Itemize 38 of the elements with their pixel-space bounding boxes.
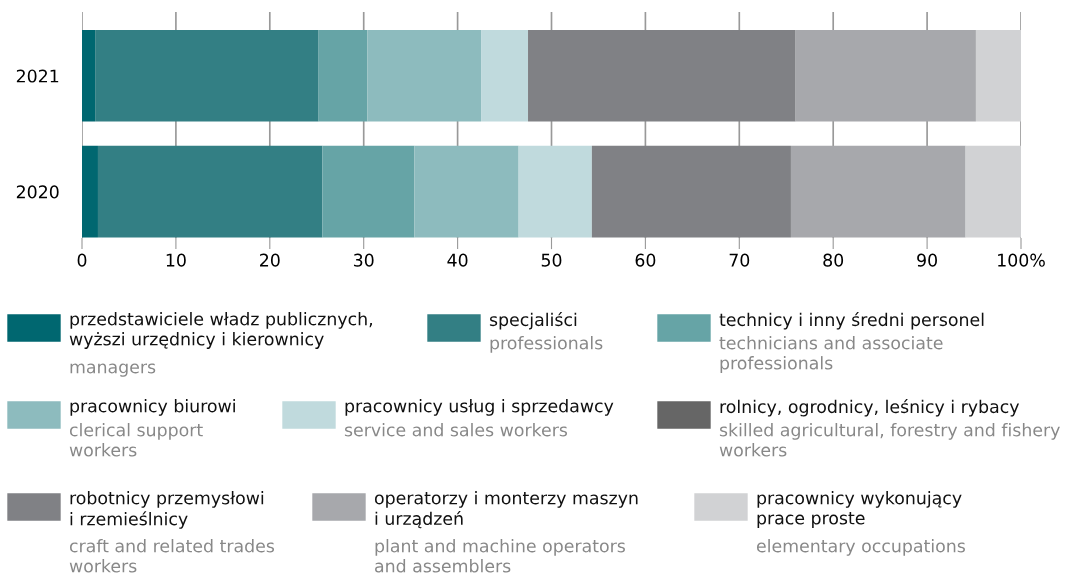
bar bbox=[322, 145, 415, 238]
x-tick-label: 90 bbox=[917, 253, 937, 267]
legend-label: przedstawiciele władz publicznych, wyższi urzędnicy i kierownicy managers bbox=[69, 312, 372, 377]
bar bbox=[790, 145, 966, 238]
bar bbox=[82, 145, 98, 238]
x-tick-label: 10 bbox=[166, 253, 186, 267]
legend-label: technicy i inny średni personel technicians and associate professionals bbox=[719, 312, 984, 373]
x-tick-label: 50 bbox=[541, 253, 562, 267]
legend-label: pracownicy usług i sprzedawcy service and sales workers bbox=[344, 399, 614, 437]
x-tick-label: 0 bbox=[77, 253, 87, 267]
bar bbox=[518, 145, 592, 238]
x-tick-label: 80 bbox=[823, 253, 844, 267]
x-tick-label: 100% bbox=[998, 253, 1045, 267]
x-tick-label: 40 bbox=[447, 253, 468, 267]
legend-label: pracownicy wykonujący prace proste elementary occupations bbox=[756, 491, 965, 556]
bar bbox=[95, 29, 319, 122]
bar bbox=[481, 29, 529, 122]
legend-label: pracownicy biurowi clerical support workers bbox=[69, 399, 235, 457]
bar bbox=[965, 145, 1021, 238]
bar bbox=[318, 29, 368, 122]
bar bbox=[528, 29, 796, 122]
x-tick-label: 30 bbox=[353, 253, 374, 267]
bar bbox=[414, 145, 519, 238]
bar bbox=[591, 145, 791, 238]
legend-label: robotnicy przemysłowi i rzemieślnicy craft and related trades workers bbox=[69, 491, 275, 573]
legend-label: operatorzy i monterzy maszyn i urządzeń plant and machine operators and assemblers bbox=[374, 491, 638, 573]
x-tick-label: 60 bbox=[635, 253, 656, 267]
x-tick-label: 20 bbox=[260, 253, 280, 267]
bar bbox=[975, 29, 1021, 122]
legend-label: specjaliści professionals bbox=[489, 312, 603, 353]
bar bbox=[82, 29, 96, 122]
bar bbox=[795, 29, 976, 122]
bar bbox=[367, 29, 482, 122]
y-tick-label: 2020 bbox=[16, 185, 59, 199]
legend-label: rolnicy, ogrodnicy, leśnicy i rybacy skilled agricultural, forestry and fishery workers bbox=[719, 399, 1060, 457]
x-tick-label: 70 bbox=[729, 253, 750, 267]
y-tick-label: 2021 bbox=[16, 69, 59, 83]
bar bbox=[97, 145, 323, 238]
